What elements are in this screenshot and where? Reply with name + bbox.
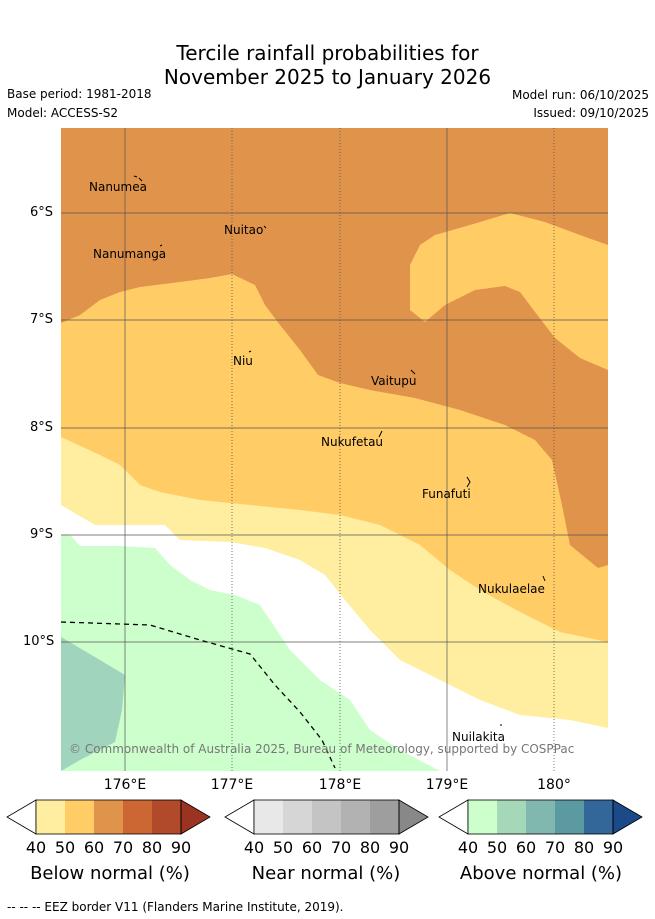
copyright-notice: © Commonwealth of Australia 2025, Bureau…: [69, 742, 575, 756]
place-funafuti: Funafuti: [422, 487, 471, 501]
lon-label-176e: 176°E: [103, 777, 147, 793]
map-title-line1: Tercile rainfall probabilities for: [176, 41, 479, 65]
model-name: Model: ACCESS-S2: [7, 106, 119, 120]
island-nukulaelae: [542, 575, 546, 582]
lon-label-179e: 179°E: [425, 777, 469, 793]
colorbar-above-swatch-80: [584, 800, 613, 834]
colorbar-above-swatch-40: [468, 800, 497, 834]
colorbar-near-label: Near normal (%): [251, 863, 401, 884]
lat-label-7s: 7°S: [30, 312, 54, 327]
colorbar-near-max-arrow: [399, 800, 428, 834]
colorbar-near-swatch-60: [312, 800, 341, 834]
colorbar-below-swatch-80: [152, 800, 181, 834]
island-niu: [248, 350, 252, 353]
colorbar-near-swatch-80: [370, 800, 399, 834]
colorbar-above-swatch-70: [555, 800, 584, 834]
colorbar-below-swatch-60: [94, 800, 123, 834]
island-nanumea: [133, 175, 143, 182]
colorbar-near-swatch-70: [341, 800, 370, 834]
island-nuitao: [263, 225, 267, 229]
colorbar-above-swatch-60: [526, 800, 555, 834]
colorbar-below-normal: [6, 799, 211, 835]
place-nuilakita: Nuilakita: [452, 730, 505, 744]
place-vaitupu: Vaitupu: [371, 374, 417, 388]
colorbar-above-normal: [438, 799, 643, 835]
colorbar-above-max-arrow: [613, 800, 642, 834]
lat-label-10s: 10°S: [23, 634, 55, 649]
place-nanumanga: Nanumanga: [93, 247, 167, 261]
island-nanumanga: [159, 244, 163, 247]
lat-label-8s: 8°S: [30, 420, 54, 435]
map-title-line2: November 2025 to January 2026: [163, 65, 492, 89]
base-period: Base period: 1981-2018: [7, 87, 152, 101]
colorbar-below-swatch-70: [123, 800, 152, 834]
lat-label-6s: 6°S: [30, 205, 54, 220]
lon-label-180: 180°: [537, 777, 571, 793]
place-niu: Niu: [233, 354, 253, 368]
colorbar-above-swatch-50: [497, 800, 526, 834]
lon-dotted-gridlines: [231, 128, 555, 771]
island-nukufetau: [378, 430, 383, 438]
island-funafuti: [466, 476, 471, 488]
eez-legend: -- -- -- EEZ border V11 (Flanders Marine…: [7, 900, 344, 914]
colorbar-below-swatch-40: [36, 800, 65, 834]
colorbar-above-label: Above normal (%): [459, 863, 623, 884]
colorbar-below-min-arrow: [6, 799, 37, 835]
colorbar-near-swatch-40: [254, 800, 283, 834]
issued-date: Issued: 09/10/2025: [533, 106, 649, 120]
place-nukufetau: Nukufetau: [321, 435, 384, 449]
lon-label-177e: 177°E: [210, 777, 254, 793]
colorbar-near-min-arrow: [224, 799, 255, 835]
lon-label-178e: 178°E: [318, 777, 362, 793]
model-run: Model run: 06/10/2025: [511, 88, 649, 102]
place-nanumea: Nanumea: [89, 180, 147, 194]
region-below-60: [61, 128, 608, 568]
lat-label-9s: 9°S: [30, 527, 54, 542]
lat-gridlines: [61, 212, 608, 643]
island-markers: [133, 175, 546, 726]
place-nuitao: Nuitao: [224, 223, 264, 237]
colorbar-below-swatch-50: [65, 800, 94, 834]
colorbar-near-swatch-50: [283, 800, 312, 834]
colorbar-below-label: Below normal (%): [30, 863, 190, 884]
eez-border-line: [60, 621, 336, 769]
place-nukulaelae: Nukulaelae: [478, 582, 545, 596]
colorbar-below-max-arrow: [181, 800, 210, 834]
island-vaitupu: [410, 369, 416, 375]
region-above-50: [61, 637, 125, 771]
lon-gridlines: [124, 128, 448, 771]
region-above-40: [61, 535, 440, 771]
colorbar-near-normal: [224, 799, 429, 835]
colorbar-above-min-arrow: [438, 799, 469, 835]
